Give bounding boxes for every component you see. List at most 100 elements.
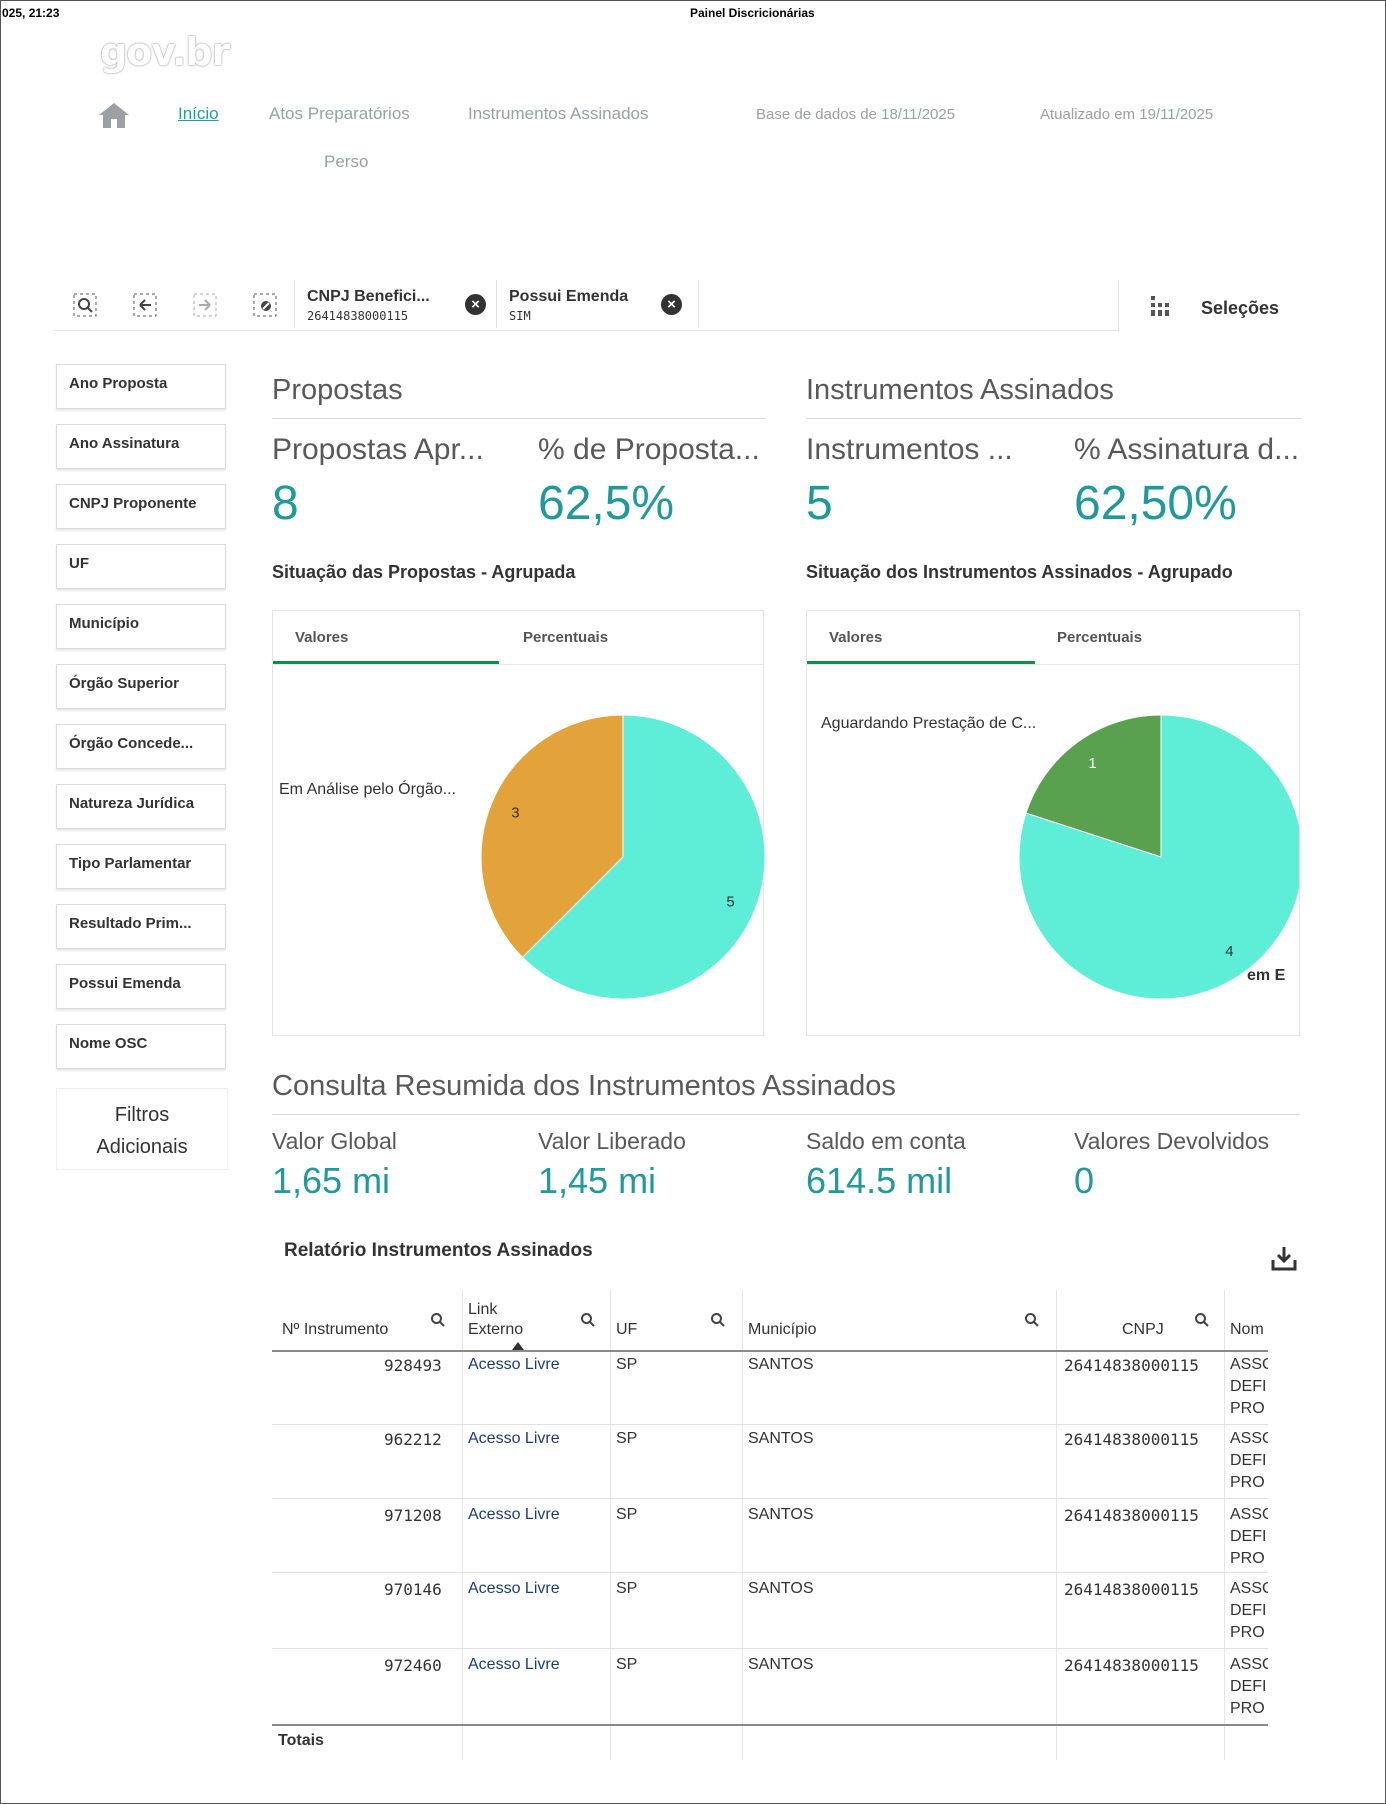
- filter-natureza-juridica[interactable]: Natureza Jurídica: [56, 784, 226, 829]
- totals-label: Totais: [278, 1732, 324, 1749]
- kpi-percent-assinatura-label: % Assinatura d...: [1074, 433, 1300, 466]
- consulta-title: Consulta Resumida dos Instrumentos Assin…: [272, 1070, 896, 1102]
- propostas-divider: [272, 418, 766, 419]
- column-divider: [1224, 1290, 1225, 1760]
- cell-cnpj: 26414838000115: [1064, 1656, 1199, 1675]
- selection-chip-cnpj[interactable]: CNPJ Benefici... 26414838000115 ×: [294, 280, 494, 328]
- cell-numero: 970146: [384, 1580, 442, 1599]
- govbr-logo[interactable]: gov.br: [100, 30, 230, 74]
- chip-close-icon[interactable]: ×: [465, 294, 486, 315]
- propostas-chart-title: Situação das Propostas - Agrupada: [272, 562, 576, 582]
- smart-search-button[interactable]: [72, 292, 98, 318]
- pie-slice-0[interactable]: [480, 714, 624, 959]
- cell-uf: SP: [616, 1356, 638, 1373]
- database-date: Base de dados de 18/11/2025: [756, 106, 956, 123]
- kpi-valor-liberado-value: 1,45 mi: [538, 1160, 657, 1201]
- chip-label: Possui Emenda: [509, 288, 629, 305]
- cell-link[interactable]: Acesso Livre: [468, 1430, 560, 1447]
- search-icon[interactable]: [580, 1312, 596, 1328]
- step-forward-button[interactable]: [192, 292, 218, 318]
- kpi-percent-propostas-value: 62,5%: [538, 477, 675, 530]
- nav-perso[interactable]: Perso: [324, 152, 369, 171]
- column-header-uf[interactable]: UF: [610, 1290, 742, 1350]
- cell-numero: 962212: [384, 1430, 442, 1449]
- filter-ano-assinatura[interactable]: Ano Assinatura: [56, 424, 226, 469]
- additional-filters-button[interactable]: Filtros Adicionais: [56, 1088, 228, 1170]
- column-header-cnpj[interactable]: CNPJ: [1056, 1290, 1224, 1350]
- cell-cnpj: 26414838000115: [1064, 1580, 1199, 1599]
- tab-valores[interactable]: Valores: [295, 629, 349, 646]
- print-title: Painel Discricionárias: [690, 6, 815, 20]
- tab-percentuais[interactable]: Percentuais: [523, 629, 609, 646]
- chip-value: 26414838000115: [307, 309, 409, 323]
- pie-slice-1[interactable]: [1018, 714, 1300, 1000]
- search-icon[interactable]: [1024, 1312, 1040, 1328]
- header-divider: [272, 1350, 1268, 1352]
- cell-nome: ASSO DEFI PRO: [1230, 1356, 1268, 1417]
- filter-uf[interactable]: UF: [56, 544, 226, 589]
- filter-possui-emenda[interactable]: Possui Emenda: [56, 964, 226, 1009]
- tab-percentuais[interactable]: Percentuais: [1057, 629, 1143, 646]
- pie-value-label-0: 1: [1088, 755, 1096, 772]
- selection-chip-possui-emenda[interactable]: Possui Emenda SIM ×: [496, 280, 696, 328]
- cell-numero: 928493: [384, 1356, 442, 1375]
- instrumentos-chart-tabs: Valores Percentuais: [807, 611, 1299, 665]
- cell-numero: 972460: [384, 1656, 442, 1675]
- cell-nome: ASSO DEFI PRO: [1230, 1580, 1268, 1641]
- step-back-button[interactable]: [132, 292, 158, 318]
- search-icon[interactable]: [710, 1312, 726, 1328]
- column-header-numero[interactable]: Nº Instrumento: [272, 1290, 462, 1350]
- home-icon[interactable]: [96, 100, 132, 130]
- column-header-link[interactable]: Link Externo: [462, 1290, 610, 1350]
- filter-orgao-superior[interactable]: Órgão Superior: [56, 664, 226, 709]
- column-divider: [1056, 1290, 1057, 1760]
- cell-municipio: SANTOS: [748, 1506, 814, 1523]
- propostas-title: Propostas: [272, 374, 403, 406]
- chip-close-icon[interactable]: ×: [661, 294, 682, 315]
- nav-instrumentos-assinados[interactable]: Instrumentos Assinados: [468, 104, 649, 123]
- cell-link[interactable]: Acesso Livre: [468, 1656, 560, 1673]
- report-title: Relatório Instrumentos Assinados: [284, 1240, 593, 1261]
- filter-nome-osc[interactable]: Nome OSC: [56, 1024, 226, 1069]
- filter-municipio[interactable]: Município: [56, 604, 226, 649]
- filter-cnpj-proponente[interactable]: CNPJ Proponente: [56, 484, 226, 529]
- cell-nome: ASSO DEFI PRO: [1230, 1506, 1268, 1567]
- filter-resultado-primario[interactable]: Resultado Prim...: [56, 904, 226, 949]
- column-divider: [462, 1290, 463, 1760]
- instrumentos-pie-chart[interactable]: 14: [1011, 707, 1300, 1007]
- clear-selections-button[interactable]: [252, 292, 278, 318]
- step-back-icon: [133, 293, 157, 317]
- row-divider: [272, 1648, 1268, 1649]
- column-header-nome[interactable]: Nom: [1224, 1290, 1268, 1350]
- kpi-valor-liberado-label: Valor Liberado: [538, 1128, 686, 1154]
- cell-link[interactable]: Acesso Livre: [468, 1506, 560, 1523]
- selections-label: Seleções: [1201, 298, 1280, 318]
- top-navigation: Início Atos Preparatórios Instrumentos A…: [96, 98, 1296, 130]
- kpi-valores-devolvidos-label: Valores Devolvidos: [1074, 1128, 1270, 1154]
- cell-link[interactable]: Acesso Livre: [468, 1356, 560, 1373]
- filter-ano-proposta[interactable]: Ano Proposta: [56, 364, 226, 409]
- filter-tipo-parlamentar[interactable]: Tipo Parlamentar: [56, 844, 226, 889]
- row-divider: [272, 1572, 1268, 1573]
- column-header-label: Nº Instrumento: [282, 1321, 389, 1338]
- nav-inicio[interactable]: Início: [178, 104, 219, 123]
- pie-value-label-0: 3: [511, 804, 519, 821]
- nav-atos-preparatorios[interactable]: Atos Preparatórios: [269, 104, 410, 123]
- pie-slice-0[interactable]: [1025, 714, 1162, 858]
- selections-button[interactable]: Seleções: [1118, 280, 1318, 331]
- column-header-municipio[interactable]: Município: [742, 1290, 1056, 1350]
- chip-value: SIM: [509, 309, 531, 323]
- instrumentos-divider: [806, 418, 1302, 419]
- download-icon[interactable]: [1270, 1244, 1298, 1272]
- pie-slice-1[interactable]: [521, 714, 766, 1000]
- propostas-pie-chart[interactable]: 35: [473, 707, 773, 1007]
- search-icon[interactable]: [1194, 1312, 1210, 1328]
- additional-filters-line2: Adicionais: [96, 1136, 188, 1158]
- search-icon[interactable]: [430, 1312, 446, 1328]
- tab-valores[interactable]: Valores: [829, 629, 883, 646]
- cell-link[interactable]: Acesso Livre: [468, 1580, 560, 1597]
- filter-orgao-concedente[interactable]: Órgão Concede...: [56, 724, 226, 769]
- selection-chip-empty: [698, 280, 1118, 328]
- column-divider: [610, 1290, 611, 1760]
- print-timestamp: 025, 21:23: [2, 6, 60, 20]
